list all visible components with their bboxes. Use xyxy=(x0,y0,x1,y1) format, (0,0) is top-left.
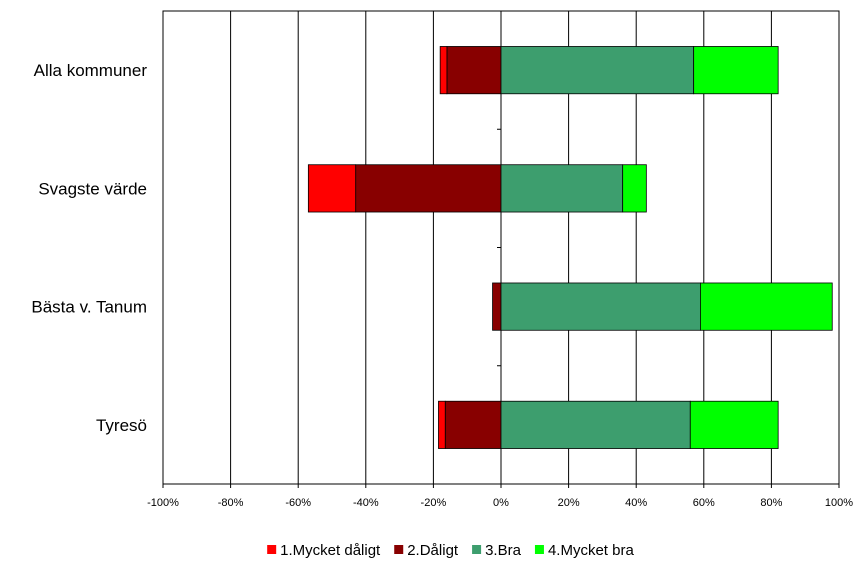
category-label-svagste-v-rde: Svagste värde xyxy=(38,179,147,198)
x-tick-label-20: 20% xyxy=(558,497,580,509)
bar-alla-kommuner-4-mycket-bra xyxy=(693,46,779,95)
legend-label-2-d-ligt: 2.Dåligt xyxy=(407,542,459,559)
bar-tyres-3-bra xyxy=(500,400,691,449)
bar-svagste-v-rde-3-bra xyxy=(500,164,624,213)
x-tick-label-80: 80% xyxy=(760,497,782,509)
category-label-b-sta-v-tanum: Bästa v. Tanum xyxy=(31,298,147,317)
category-label-alla-kommuner: Alla kommuner xyxy=(34,61,148,80)
category-label-tyres: Tyresö xyxy=(96,416,147,435)
bar-svagste-v-rde-4-mycket-bra xyxy=(622,164,647,213)
x-tick-label-60: -60% xyxy=(285,497,311,509)
legend-label-1-mycket-d-ligt: 1.Mycket dåligt xyxy=(280,542,381,559)
labels: Alla kommuner Svagste värde Bästa v. Tanum… xyxy=(31,61,853,509)
axes xyxy=(162,10,840,488)
bars xyxy=(307,46,833,449)
legend-label-3-bra: 3.Bra xyxy=(485,542,522,559)
bar-tyres-1-mycket-d-ligt xyxy=(438,400,446,449)
bar-alla-kommuner-2-d-ligt xyxy=(446,46,502,95)
legend-label-4-mycket-bra: 4.Mycket bra xyxy=(548,542,635,559)
legend-swatch-4-mycket-bra xyxy=(534,545,544,554)
x-tick-label-40: 40% xyxy=(625,497,647,509)
x-tick-label-100: 100% xyxy=(825,497,853,509)
x-tick-label-20: -20% xyxy=(421,497,447,509)
bar-svagste-v-rde-2-d-ligt xyxy=(355,164,502,213)
bar-b-sta-v-tanum-4-mycket-bra xyxy=(700,282,833,331)
bar-alla-kommuner-3-bra xyxy=(500,46,695,95)
x-tick-label-80: -80% xyxy=(218,497,244,509)
legend-swatch-1-mycket-d-ligt xyxy=(267,545,277,554)
bar-tyres-4-mycket-bra xyxy=(689,400,779,449)
bar-svagste-v-rde-1-mycket-d-ligt xyxy=(307,164,357,213)
bar-b-sta-v-tanum-2-d-ligt xyxy=(492,282,502,331)
bar-alla-kommuner-1-mycket-d-ligt xyxy=(439,46,448,95)
bar-b-sta-v-tanum-3-bra xyxy=(500,282,701,331)
bar-tyres-2-d-ligt xyxy=(444,400,502,449)
x-tick-label-60: 60% xyxy=(693,497,715,509)
legend-swatch-3-bra xyxy=(472,545,482,554)
legend: 1.Mycket dåligt 2.Dåligt 3.Bra 4.Mycket bra xyxy=(267,542,634,559)
x-tick-label-0: 0% xyxy=(493,497,509,509)
x-tick-label-40: -40% xyxy=(353,497,379,509)
x-tick-label-100: -100% xyxy=(147,497,179,509)
legend-swatch-2-d-ligt xyxy=(394,545,404,554)
